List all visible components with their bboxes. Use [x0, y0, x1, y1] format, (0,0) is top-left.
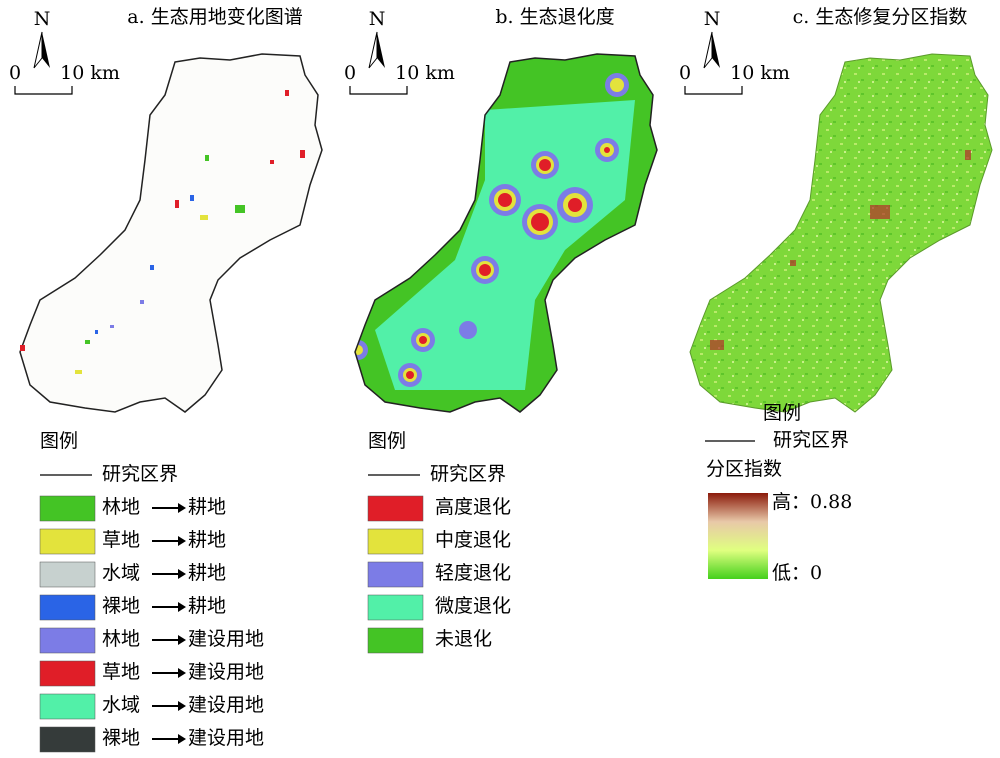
north-arrow	[703, 31, 713, 69]
north-arrow	[377, 32, 385, 68]
scale-start: 0	[679, 62, 691, 84]
legend-label: 未退化	[435, 628, 492, 650]
legend-from: 草地	[102, 529, 140, 551]
scale-start: 0	[9, 62, 21, 84]
arrow-head	[178, 635, 186, 645]
legend-swatch	[367, 528, 424, 555]
legend-from: 水域	[102, 562, 140, 584]
legend-to: 建设用地	[188, 727, 264, 749]
legend-to: 耕地	[188, 496, 226, 518]
legend-label: 高度退化	[435, 496, 511, 518]
scale-bar	[684, 86, 743, 95]
legend-swatch	[39, 660, 96, 687]
legend-swatch	[39, 627, 96, 654]
map-b	[354, 53, 658, 413]
north-arrow	[33, 31, 43, 69]
scale-start: 0	[344, 62, 356, 84]
legend-swatch	[367, 594, 424, 621]
legend-label: 轻度退化	[435, 562, 511, 584]
legend-to: 耕地	[188, 562, 226, 584]
legend-swatch	[367, 627, 424, 654]
legend-swatch	[39, 495, 96, 522]
legend-from: 草地	[102, 661, 140, 683]
legend-from: 林地	[102, 628, 140, 650]
legend-to: 建设用地	[188, 694, 264, 716]
legend-boundary-label: 研究区界	[773, 429, 849, 451]
legend-swatch	[367, 561, 424, 588]
north-label: N	[369, 8, 386, 30]
arrow-head	[178, 503, 186, 513]
legend-title: 图例	[763, 402, 801, 424]
legend-to: 耕地	[188, 595, 226, 617]
map-c	[689, 53, 993, 413]
panel-title: a. 生态用地变化图谱	[127, 6, 302, 28]
arrow-head	[178, 569, 186, 579]
arrow-head	[178, 668, 186, 678]
legend-label: 微度退化	[435, 595, 511, 617]
panel-title: c. 生态修复分区指数	[793, 6, 968, 28]
legend-gradient	[708, 493, 768, 579]
north-label: N	[34, 8, 51, 30]
scale-end: 10 km	[395, 62, 455, 84]
scale-bar	[349, 86, 408, 95]
legend-high: 高：0.88	[772, 491, 852, 513]
legend-boundary-label: 研究区界	[102, 463, 178, 485]
legend-boundary-label: 研究区界	[430, 463, 506, 485]
north-arrow	[712, 32, 720, 68]
map-a	[19, 53, 323, 413]
arrow-head	[178, 602, 186, 612]
arrow-head	[178, 536, 186, 546]
scale-end: 10 km	[730, 62, 790, 84]
legend-title: 图例	[368, 430, 406, 452]
legend-swatch	[367, 495, 424, 522]
arrow-head	[178, 701, 186, 711]
legend-to: 建设用地	[188, 661, 264, 683]
legend-title: 图例	[40, 430, 78, 452]
north-label: N	[704, 8, 721, 30]
legend-from: 林地	[102, 496, 140, 518]
legend-from: 裸地	[102, 595, 140, 617]
scale-end: 10 km	[60, 62, 120, 84]
legend-swatch	[39, 594, 96, 621]
legend-label: 中度退化	[435, 529, 511, 551]
legend-index-title: 分区指数	[706, 458, 782, 480]
legend-from: 裸地	[102, 727, 140, 749]
legend-swatch	[39, 726, 96, 753]
north-arrow	[42, 32, 50, 68]
legend-swatch	[39, 561, 96, 588]
legend-swatch	[39, 528, 96, 555]
legend-swatch	[39, 693, 96, 720]
legend-to: 耕地	[188, 529, 226, 551]
panel-title: b. 生态退化度	[495, 6, 614, 28]
legend-to: 建设用地	[188, 628, 264, 650]
legend-from: 水域	[102, 694, 140, 716]
legend-low: 低：0	[772, 562, 822, 584]
arrow-head	[178, 734, 186, 744]
scale-bar	[14, 86, 73, 95]
north-arrow	[368, 31, 378, 69]
